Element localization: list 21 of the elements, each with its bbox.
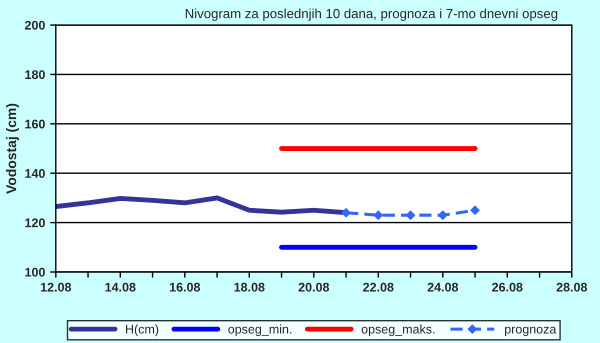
y-tick-label: 200 [24, 20, 45, 30]
x-tick-label: 14.08 [105, 282, 136, 292]
x-tick-label: 20.08 [298, 282, 330, 292]
x-tick-label: 16.08 [170, 282, 200, 292]
chart-title: Nivogram za poslednjih 10 dana, prognoza i 7-mo dnevni opseg [186, 8, 558, 21]
x-tick-label: 12.08 [40, 282, 72, 292]
x-tick-label: 18.08 [234, 282, 265, 292]
y-tick-label: 100 [25, 268, 45, 277]
x-tick-label: 28.08 [556, 282, 588, 292]
x-tick-label: 24.08 [428, 282, 458, 292]
x-tick-label: 22.08 [363, 282, 394, 292]
y-axis-title: Vodostaj (cm) [6, 104, 19, 194]
y-tick-label: 120 [25, 218, 45, 228]
x-tick-label: 26.08 [492, 282, 523, 292]
y-tick-label: 160 [25, 120, 45, 128]
y-tick-label: 180 [25, 70, 45, 80]
legend-label: prognoza [505, 326, 556, 336]
legend-label: opseg_min. [228, 324, 292, 336]
legend-label: H(cm) [126, 324, 158, 336]
legend-label: opseg_maks. [362, 324, 434, 336]
y-tick-label: 140 [25, 169, 45, 178]
